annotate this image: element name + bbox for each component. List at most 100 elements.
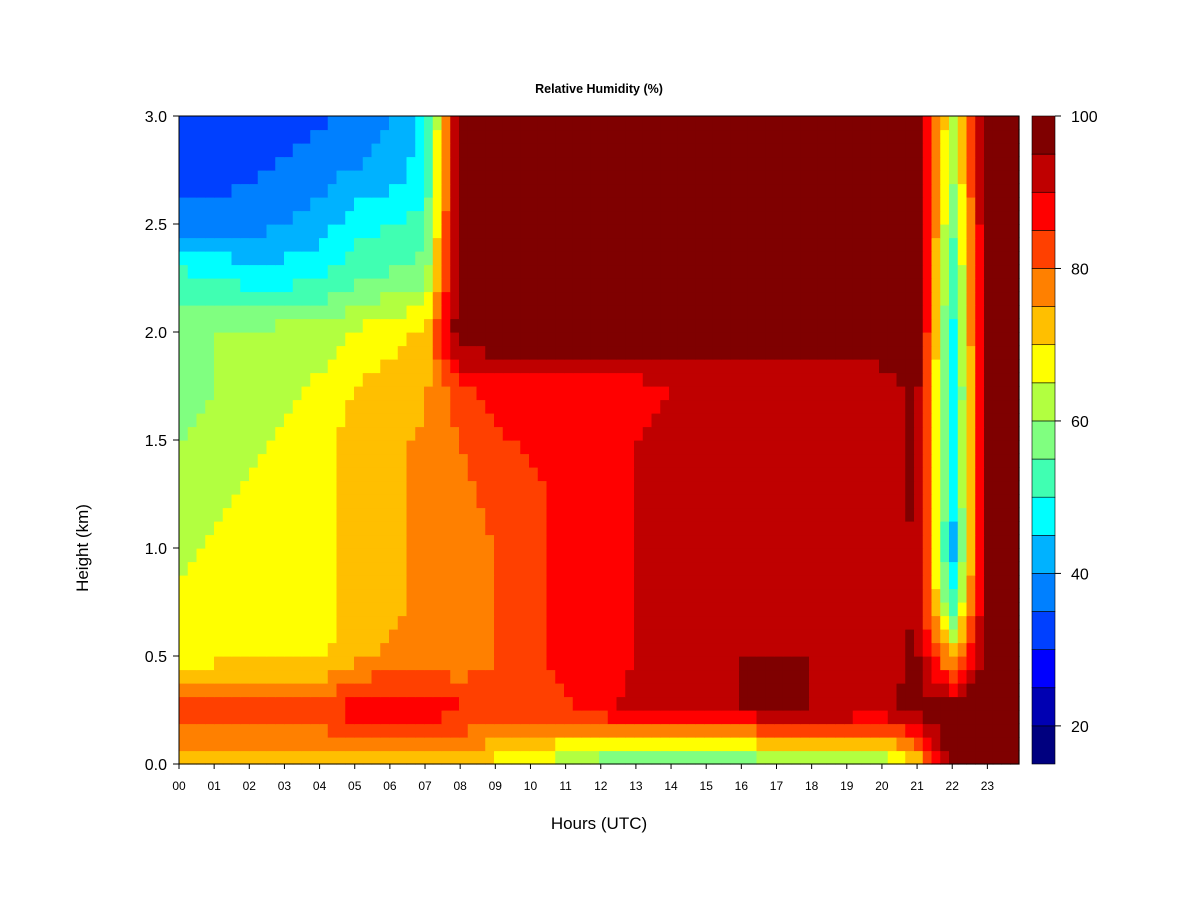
heatmap-cell: [984, 507, 994, 522]
heatmap-cell: [415, 561, 425, 576]
heatmap-cell: [179, 669, 189, 684]
heatmap-cell: [774, 723, 784, 738]
heatmap-cell: [1001, 251, 1011, 266]
heatmap-cell: [809, 453, 819, 468]
heatmap-cell: [459, 629, 469, 644]
heatmap-cell: [590, 453, 600, 468]
heatmap-cell: [380, 332, 390, 347]
heatmap-cell: [817, 494, 828, 509]
heatmap-cell: [826, 440, 836, 455]
heatmap-cell: [196, 494, 206, 509]
heatmap-cell: [319, 453, 329, 468]
heatmap-cell: [730, 683, 740, 698]
heatmap-cell: [809, 507, 819, 522]
heatmap-cell: [949, 737, 959, 752]
heatmap-cell: [450, 575, 460, 590]
heatmap-cell: [721, 129, 731, 144]
heatmap-cell: [240, 521, 250, 536]
heatmap-cell: [327, 359, 338, 374]
heatmap-cell: [389, 143, 399, 158]
heatmap-cell: [222, 291, 233, 306]
heatmap-cell: [345, 345, 355, 360]
colorbar-level: [1031, 268, 1056, 307]
heatmap-cell: [739, 575, 749, 590]
heatmap-cell: [774, 345, 784, 360]
heatmap-cell: [450, 588, 460, 603]
heatmap-cell: [537, 156, 548, 171]
heatmap-cell: [800, 588, 810, 603]
heatmap-cell: [187, 386, 198, 401]
heatmap-cell: [572, 197, 583, 212]
heatmap-cell: [747, 723, 758, 738]
heatmap-cell: [940, 143, 950, 158]
heatmap-cell: [651, 588, 661, 603]
heatmap-cell: [537, 264, 548, 279]
heatmap-cell: [310, 318, 320, 333]
heatmap-cell: [817, 143, 828, 158]
heatmap-cell: [747, 480, 758, 495]
heatmap-cell: [756, 170, 766, 185]
heatmap-cell: [292, 143, 303, 158]
heatmap-cell: [599, 453, 609, 468]
heatmap-cell: [756, 575, 766, 590]
heatmap-cell: [450, 116, 460, 131]
heatmap-cell: [406, 750, 416, 765]
heatmap-cell: [441, 251, 451, 266]
heatmap-cell: [791, 291, 801, 306]
heatmap-cell: [756, 224, 766, 239]
heatmap-cell: [502, 237, 513, 252]
heatmap-cell: [660, 683, 670, 698]
heatmap-cell: [721, 561, 731, 576]
heatmap-cell: [809, 561, 819, 576]
heatmap-cell: [984, 372, 994, 387]
heatmap-cell: [362, 440, 373, 455]
heatmap-cell: [747, 264, 758, 279]
heatmap-cell: [424, 602, 434, 617]
heatmap-cell: [362, 426, 373, 441]
heatmap-cell: [642, 507, 653, 522]
heatmap-cell: [625, 629, 635, 644]
heatmap-cell: [336, 440, 346, 455]
heatmap-cell: [721, 467, 731, 482]
heatmap-cell: [380, 318, 390, 333]
heatmap-cell: [966, 197, 976, 212]
heatmap-cell: [984, 521, 994, 536]
heatmap-cell: [940, 602, 950, 617]
heatmap-cell: [774, 264, 784, 279]
heatmap-cell: [494, 399, 504, 414]
heatmap-cell: [949, 386, 959, 401]
heatmap-cell: [284, 737, 294, 752]
heatmap-cell: [931, 305, 941, 320]
heatmap-cell: [240, 750, 250, 765]
heatmap-cell: [756, 129, 766, 144]
heatmap-cell: [852, 399, 863, 414]
heatmap-cell: [677, 494, 688, 509]
heatmap-cell: [380, 548, 390, 563]
heatmap-cell: [879, 129, 889, 144]
heatmap-cell: [581, 251, 591, 266]
heatmap-cell: [686, 372, 696, 387]
heatmap-cell: [852, 305, 863, 320]
heatmap-cell: [415, 669, 425, 684]
heatmap-cell: [616, 588, 626, 603]
heatmap-cell: [957, 318, 968, 333]
heatmap-cell: [651, 521, 661, 536]
heatmap-cell: [450, 723, 460, 738]
heatmap-cell: [196, 426, 206, 441]
heatmap-cell: [660, 129, 670, 144]
heatmap-cell: [800, 575, 810, 590]
heatmap-cell: [467, 345, 478, 360]
heatmap-cell: [467, 143, 478, 158]
heatmap-cell: [275, 318, 285, 333]
heatmap-cell: [677, 224, 688, 239]
heatmap-cell: [669, 116, 679, 131]
heatmap-cell: [616, 575, 626, 590]
heatmap-cell: [677, 372, 688, 387]
heatmap-cell: [502, 372, 513, 387]
heatmap-cell: [310, 723, 320, 738]
heatmap-cell: [747, 561, 758, 576]
heatmap-cell: [896, 588, 906, 603]
heatmap-cell: [800, 143, 810, 158]
heatmap-cell: [992, 291, 1003, 306]
heatmap-cell: [1010, 197, 1020, 212]
